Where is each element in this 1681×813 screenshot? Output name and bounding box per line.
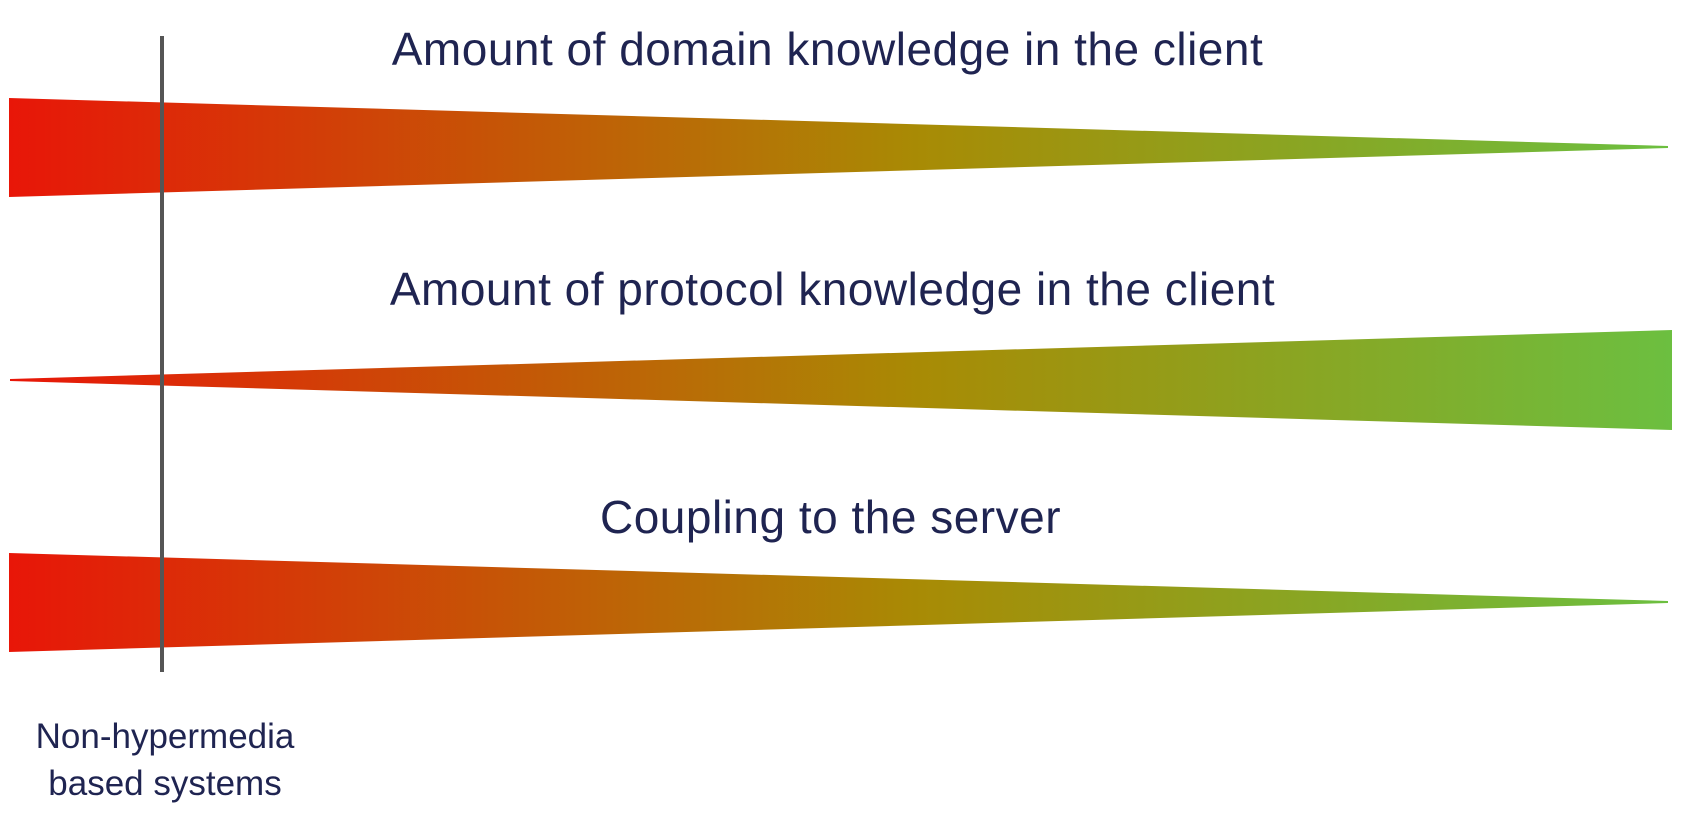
non-hypermedia-label-line1: Non-hypermedia: [35, 717, 295, 756]
coupling-wedge: [9, 553, 1668, 652]
protocol-knowledge-title: Amount of protocol knowledge in the clie…: [389, 263, 1276, 315]
non-hypermedia-label-line2: based systems: [48, 764, 282, 803]
domain-knowledge-wedge: [9, 98, 1668, 197]
protocol-knowledge-wedge: [10, 330, 1672, 430]
domain-knowledge-title: Amount of domain knowledge in the client: [391, 23, 1264, 75]
non-hypermedia-label: Non-hypermedia based systems: [0, 713, 330, 807]
coupling-title: Coupling to the server: [599, 491, 1062, 543]
